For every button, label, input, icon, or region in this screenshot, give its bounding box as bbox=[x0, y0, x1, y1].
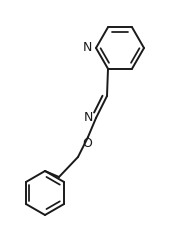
Text: N: N bbox=[82, 41, 92, 55]
Text: O: O bbox=[82, 137, 92, 150]
Text: N: N bbox=[83, 110, 93, 124]
